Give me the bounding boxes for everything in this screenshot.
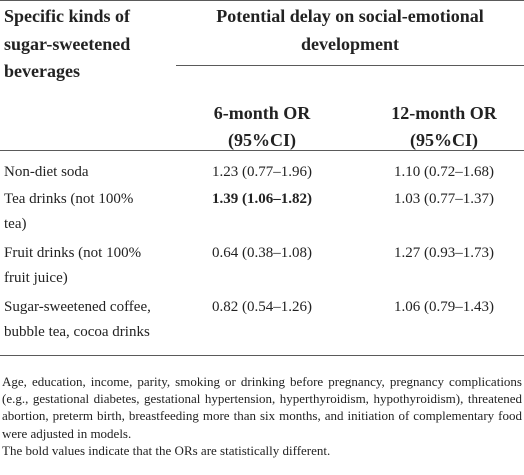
row-label: Non-diet soda bbox=[4, 164, 89, 180]
header-12m-line2: (95%CI) bbox=[410, 130, 478, 150]
row-label: Sugar-sweetened coffee, bbox=[4, 299, 151, 315]
footnote-bold-legend: The bold values indicate that the ORs ar… bbox=[2, 442, 331, 458]
group-title-rule bbox=[176, 65, 524, 66]
row-or-12m: 1.27 (0.93–1.73) bbox=[394, 245, 494, 261]
header-first-col-line2: sugar-sweetened bbox=[4, 34, 131, 54]
header-bottom-rule bbox=[0, 150, 524, 151]
header-12m-line1: 12-month OR bbox=[391, 103, 497, 123]
row-or-6m: 1.23 (0.77–1.96) bbox=[212, 164, 312, 180]
row-label: Fruit drinks (not 100% bbox=[4, 245, 142, 261]
row-label: Tea drinks (not 100% bbox=[4, 191, 134, 207]
header-6m-line1: 6-month OR bbox=[213, 103, 311, 123]
row-or-12m: 1.10 (0.72–1.68) bbox=[394, 164, 494, 180]
row-or-6m-significant: 1.39 (1.06–1.82) bbox=[212, 191, 312, 207]
table-top-rule bbox=[0, 0, 524, 1]
row-or-12m: 1.03 (0.77–1.37) bbox=[394, 191, 494, 207]
row-or-6m: 0.64 (0.38–1.08) bbox=[212, 245, 312, 261]
header-first-col-line1: Specific kinds of bbox=[4, 6, 131, 26]
header-first-col-line3: beverages bbox=[4, 61, 80, 81]
header-group-title-line2: development bbox=[301, 34, 399, 54]
row-label-cont: tea) bbox=[4, 216, 27, 232]
row-label-cont: bubble tea, cocoa drinks bbox=[4, 324, 150, 340]
footnote-adjustments: Age, education, income, parity, smoking … bbox=[2, 374, 522, 441]
table-footnotes: Age, education, income, parity, smoking … bbox=[2, 373, 522, 459]
row-label-cont: fruit juice) bbox=[4, 270, 68, 286]
row-or-12m: 1.06 (0.79–1.43) bbox=[394, 299, 494, 315]
row-or-6m: 0.82 (0.54–1.26) bbox=[212, 299, 312, 315]
header-group-title-line1: Potential delay on social-emotional bbox=[216, 6, 484, 26]
header-6m-line2: (95%CI) bbox=[228, 130, 296, 150]
table-bottom-rule bbox=[0, 355, 524, 356]
